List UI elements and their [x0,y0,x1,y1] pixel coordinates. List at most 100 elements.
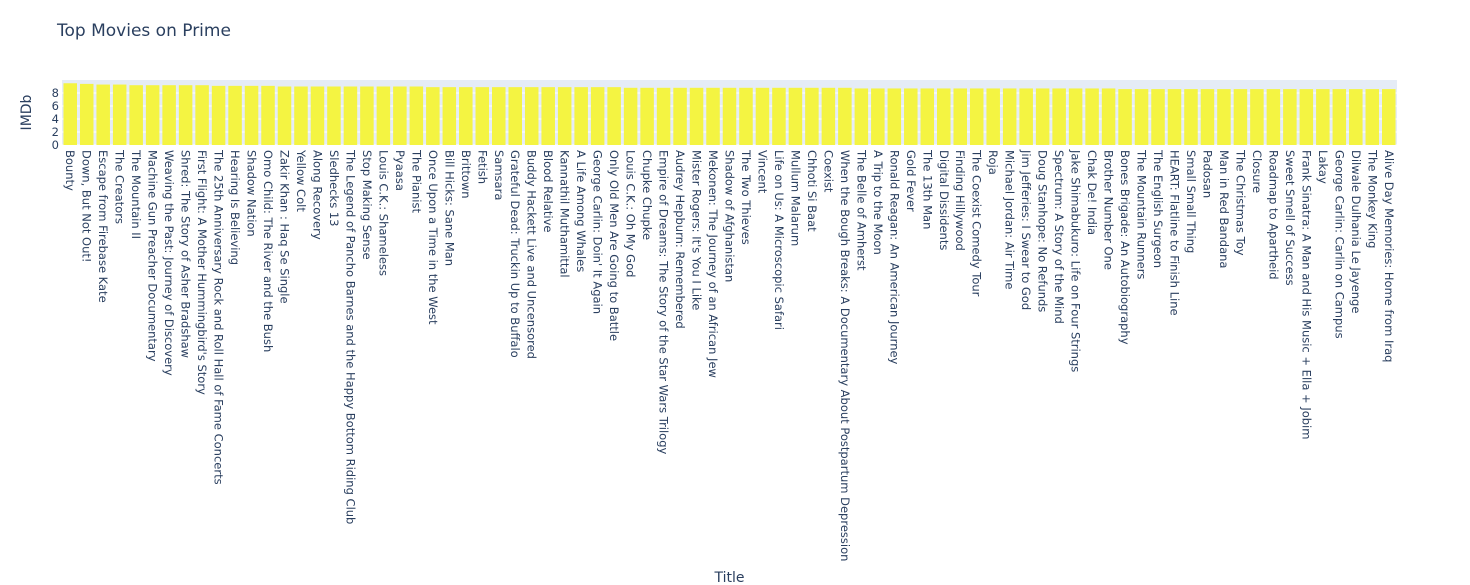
x-tick-label: The Coexist Comedy Tour [970,149,984,297]
x-tick-label: Sweet Smell of Success [1283,150,1297,286]
bar [1200,89,1215,145]
x-tick-label: Lakay [1316,150,1330,184]
x-tick-label: The Pianist [409,149,423,213]
x-tick-label: The English Surgeon [1151,149,1165,268]
bar [376,86,391,145]
bar [475,87,490,145]
x-tick-label: Padosan [1200,150,1214,198]
x-tick-label: Sledhecks 13 [327,150,341,227]
bar [623,87,638,145]
bar [1184,89,1198,145]
x-tick-label: Chak De! India [1085,150,1099,235]
x-tick-label: Stop Making Sense [360,150,374,260]
x-tick-label: Grateful Dead: Truckin Up to Buffalo [508,150,522,358]
x-tick-label: Ronald Reagan: An American Journey [887,150,901,365]
bar [294,86,308,145]
x-tick-label: Roja [986,150,1000,175]
bar [96,84,110,145]
x-tick-label: The 13th Man [920,149,934,229]
x-tick-label: The Christmas Toy [1233,149,1247,256]
bar [838,87,852,145]
bar [426,87,440,145]
bar [1266,89,1281,145]
x-tick-label: Brittown [459,150,473,199]
bar [821,87,836,145]
bar [920,88,935,145]
x-tick-label: A Life Among Whales [574,150,588,272]
x-tick-label: Escape from Firebase Kate [96,150,110,303]
bar [195,85,209,145]
bar [277,86,292,145]
x-tick-label: Mullum Malarum [788,150,802,246]
x-tick-label: Shred: The Story of Asher Bradshaw [179,150,193,358]
x-tick-label: Mister Rogers: It's You I Like [690,150,704,310]
bar [244,85,259,145]
bar [953,88,967,145]
x-tick-label: Mekonen: The Journey of an African Jew [706,150,720,378]
x-tick-label: Doug Stanhope: No Refunds [1036,150,1050,312]
chart-title: Top Movies on Prime [56,21,231,41]
x-tick-label: Small Small Thing [1184,150,1198,253]
bar [722,87,737,145]
bar [1035,88,1050,145]
bar [360,86,374,145]
x-tick-label: The Mountain Runners [1135,149,1149,279]
x-tick-label: The Creators [113,149,127,224]
bars [63,83,1396,145]
x-tick-label: Samsara [492,150,506,200]
x-tick-label: Kannathil Muthamittal [558,150,572,278]
x-tick-label: Man in Red Bandana [1217,150,1231,268]
y-tick-label: 8 [52,86,59,100]
x-tick-label: George Carlin: Doin' It Again [591,150,605,314]
x-tick-label: Shadow Nation [245,150,259,237]
x-tick-label: Life on Us: A Microscopic Safari [772,150,786,330]
bar [261,85,275,145]
bar [772,87,786,145]
bar [1167,89,1182,145]
bar [871,88,885,145]
x-tick-label: Bones Brigade: An Autobiography [1118,150,1132,345]
x-tick-label: Once Upon a Time in the West [426,150,440,325]
x-tick-label: Louis C.K.: Oh My God [624,150,638,277]
bar [1316,89,1330,145]
bar [1332,89,1347,145]
x-tick-label: Blood Relative [541,150,555,233]
x-tick-label: Vincent [755,150,769,194]
x-tick-label: Zakir Khan : Haq Se Single [278,150,292,304]
x-tick-label: Hearing Is Believing [228,150,242,265]
x-tick-label: Bounty [63,150,77,191]
bar [1002,88,1017,145]
bar [145,85,160,145]
bar [755,87,770,145]
x-tick-label: Digital Dissidents [937,150,951,250]
x-tick-label: Chupke Chupke [640,150,654,240]
bar [1019,88,1033,145]
x-tick-label: HEART: Flatline to Finish Line [1168,150,1182,316]
bar [1134,89,1149,145]
bar [541,87,555,145]
bar [706,87,720,145]
bar [1118,89,1132,145]
y-axis-title: IMDb [19,94,35,130]
bar [1217,89,1231,145]
x-tick-label: The 25th Anniversary Rock and Roll Hall … [212,149,226,485]
x-tick-label: Jim Jefferies: I Swear to God [1019,149,1033,310]
x-tick-label: Bill Hicks: Sane Man [442,150,456,266]
bar [459,87,473,145]
bar [673,87,687,145]
x-tick-label: Roadmap to Apartheid [1266,150,1280,280]
bar [228,85,242,145]
y-tick-label: 6 [52,99,59,113]
x-axis-title: Title [713,570,744,585]
x-tick-label: The Monkey King [1365,149,1379,248]
bar [129,85,143,145]
x-tick-label: A Trip to the Moon [871,150,885,255]
bar [178,85,193,145]
x-tick-label: Yellow Colt [294,149,308,212]
bar [211,85,226,145]
x-tick-label: Audrey Hepburn: Remembered [673,150,687,329]
y-tick-label: 4 [52,112,59,126]
bar [112,84,127,145]
bar [788,87,803,145]
bar [1283,89,1297,145]
